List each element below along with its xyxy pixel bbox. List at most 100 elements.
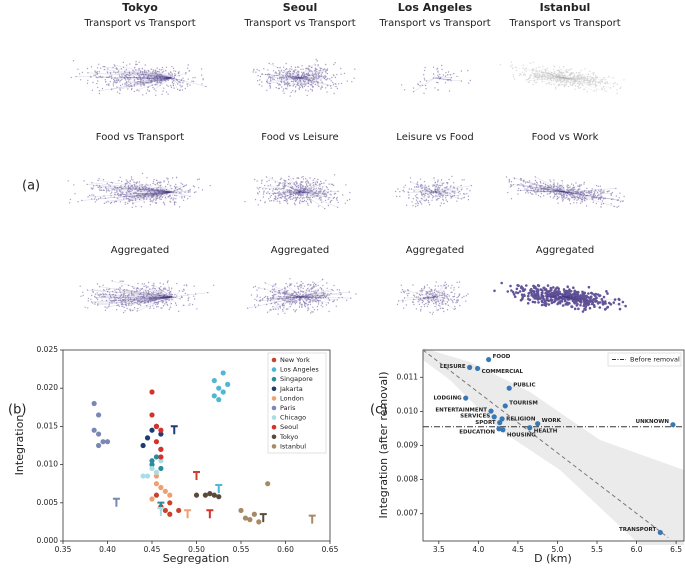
legend-label: Before removal: [630, 356, 680, 364]
point-label: TOURISM: [509, 400, 538, 406]
network-map: [499, 61, 625, 95]
point: [144, 473, 151, 479]
legend-label: Chicago: [280, 414, 306, 422]
transport-marker: [184, 509, 192, 519]
legend-label: Los Angeles: [280, 366, 319, 374]
legend-swatch: [271, 386, 277, 392]
network-edges: [413, 73, 462, 92]
map-title: Food vs Transport: [96, 132, 184, 143]
x-tick-label: 0.55: [233, 545, 250, 554]
point: [265, 481, 271, 487]
network-edges: [259, 176, 339, 209]
point: [202, 492, 208, 498]
point-label: COMMERCIAL: [482, 369, 524, 375]
point: [153, 469, 160, 475]
point-label: SPORT: [475, 420, 496, 426]
point: [96, 412, 102, 418]
x-tick-label: 3.5: [433, 545, 445, 554]
map-title: Transport vs Transport: [243, 18, 355, 29]
point: [225, 381, 231, 387]
point: [162, 507, 168, 514]
point: [506, 385, 512, 391]
point: [216, 397, 222, 403]
y-tick-label: 0.025: [37, 345, 59, 354]
point: [238, 507, 244, 514]
point: [91, 400, 97, 407]
legend-swatch: [271, 367, 277, 372]
point-label: RELIGION: [506, 416, 536, 422]
legend-swatch: [271, 444, 277, 449]
point: [496, 426, 502, 432]
point: [247, 517, 253, 523]
point: [167, 500, 173, 506]
point: [486, 356, 492, 363]
point: [153, 473, 160, 479]
map-title: Aggregated: [271, 245, 329, 256]
legend-swatch: [271, 357, 277, 363]
point: [158, 465, 164, 472]
network-edges: [261, 60, 337, 89]
x-tick-label: 0.45: [144, 545, 161, 554]
point-label: FOOD: [493, 354, 511, 360]
city-name: Tokyo: [122, 1, 158, 14]
legend-swatch: [271, 424, 277, 430]
point-label: PUBLIC: [513, 383, 535, 389]
point: [153, 481, 160, 487]
network-map: [79, 280, 215, 314]
point-label: LEISURE: [440, 364, 466, 370]
x-tick-label: 4.5: [512, 545, 524, 554]
city-name: Seoul: [283, 1, 318, 14]
point: [502, 403, 508, 409]
point: [474, 365, 481, 372]
point: [153, 423, 160, 429]
point: [144, 435, 151, 441]
point: [657, 529, 663, 536]
point: [256, 519, 262, 525]
transport-marker: [308, 514, 316, 524]
y-tick-label: 0.020: [37, 383, 59, 392]
point: [491, 414, 497, 420]
point-label: HOUSING: [507, 432, 536, 438]
point: [158, 454, 164, 460]
network-map: [493, 281, 627, 313]
point-label: WORK: [542, 418, 562, 424]
y-tick-label: 0.000: [37, 536, 59, 545]
x-tick-label: 6.0: [631, 545, 643, 554]
x-tick-label: 6.5: [670, 545, 682, 554]
point: [140, 473, 146, 479]
y-tick-label: 0.009: [397, 441, 419, 450]
point: [167, 492, 173, 498]
point: [158, 446, 164, 452]
x-tick-label: 5.5: [591, 545, 603, 554]
map-title: Aggregated: [406, 245, 464, 256]
x-tick-label: 0.60: [277, 545, 294, 554]
point: [158, 427, 164, 433]
y-tick-label: 0.010: [37, 460, 59, 469]
legend-label: Istanbul: [280, 442, 306, 450]
y-tick-label: 0.015: [37, 421, 59, 430]
point: [467, 364, 473, 370]
legend-box: [267, 352, 327, 454]
point: [149, 412, 155, 418]
point: [149, 462, 155, 468]
point: [211, 492, 217, 498]
legend-box: [607, 352, 682, 367]
transport-marker: [215, 484, 223, 494]
network-map: [67, 172, 211, 209]
point: [220, 370, 226, 376]
point-label: HEALTH: [534, 428, 558, 434]
point: [149, 458, 155, 464]
point: [149, 427, 155, 433]
network-map: [252, 58, 356, 97]
network-map: [244, 174, 351, 210]
point: [242, 515, 249, 521]
point: [499, 416, 505, 422]
point: [535, 421, 541, 427]
point: [463, 395, 469, 401]
point: [211, 393, 217, 399]
confidence-band: [423, 348, 684, 545]
point: [149, 389, 155, 395]
point: [153, 454, 160, 460]
network-edges: [247, 279, 351, 313]
transport-marker: [259, 513, 267, 523]
